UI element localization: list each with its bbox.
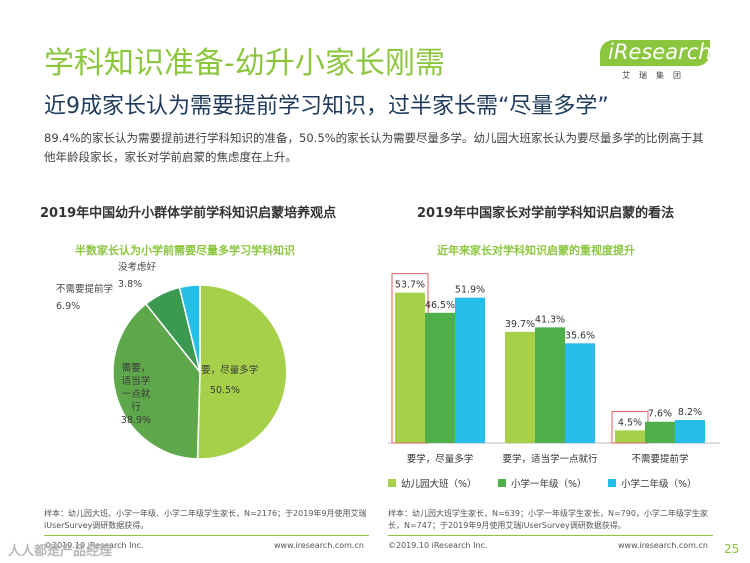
bar-value-label: 8.2% <box>678 407 702 418</box>
pie-slice-value: 38.9% <box>121 415 151 426</box>
page-number: 25 <box>724 542 740 556</box>
right-chart-title: 2019年中国家长对学前学科知识启蒙的看法 <box>417 206 675 221</box>
legend-swatch <box>608 479 616 487</box>
left-footer-copyright: ©2019.10 iResearch Inc. <box>44 541 144 550</box>
bar <box>615 430 645 443</box>
page-subtitle: 近9成家长认为需要提前学习知识，过半家长需“尽量多学” <box>44 94 609 119</box>
bar-value-label: 41.3% <box>535 314 565 325</box>
bar <box>565 343 595 443</box>
bar-value-label: 35.6% <box>565 330 595 341</box>
pie-slice-value: 50.5% <box>210 385 240 396</box>
pie-slice-label: 不需要提前学 <box>56 283 113 295</box>
category-label: 要学，适当学一点就行 <box>502 453 598 465</box>
pie-slice <box>178 284 201 373</box>
left-sample-note: 样本：幼儿园大班、小学一年级、小学二年级学生家长，N=2176；于2019年9月… <box>44 509 367 530</box>
watermark: 人人都是产品经理 <box>8 544 113 559</box>
right-chart-highlight: 近年来家长对学科知识启蒙的重视度提升 <box>437 244 635 257</box>
bar-value-label: 39.7% <box>505 319 535 330</box>
legend-label: 幼儿园大班（%） <box>401 478 477 490</box>
legend-label: 小学二年级（%） <box>621 478 697 490</box>
logo-badge <box>600 40 710 66</box>
bar <box>535 327 565 443</box>
page-title: 学科知识准备-幼升小家长刚需 <box>44 46 445 81</box>
legend-swatch <box>388 479 396 487</box>
legend-swatch <box>498 479 506 487</box>
pie-slice-value: 6.9% <box>56 301 80 312</box>
logo-subtitle: 艾瑞集团 <box>622 71 690 80</box>
right-footer-divider <box>388 535 713 536</box>
left-chart-highlight: 半数家长认为小学前需要尽量多学习学科知识 <box>75 244 295 257</box>
pie-slice-label: 需要，适当学一点就行 <box>122 363 151 413</box>
bar-value-label: 4.5% <box>618 417 642 428</box>
bar-value-label: 51.9% <box>455 285 485 296</box>
bar <box>675 420 705 443</box>
bar-chart: 53.7%46.5%51.9% 要学，尽量多学 39.7% 41.3%35.6% 要学，… <box>388 273 720 490</box>
right-footer-url[interactable]: www.iresearch.com.cn <box>618 541 708 550</box>
bar <box>395 292 425 443</box>
category-label: 要学，尽量多学 <box>407 453 474 465</box>
category-label: 不需要提前学 <box>631 453 688 465</box>
right-sample-note: 样本：幼儿园大班学生家长，N=639；小学一年级学生家长，N=790，小学二年级… <box>388 509 708 530</box>
pie-slice <box>196 284 288 460</box>
bar <box>505 331 535 443</box>
page-description: 89.4%的家长认为需要提前进行学科知识的准备，50.5%的家长认为需要尽量多学… <box>44 131 704 164</box>
bar <box>455 297 485 443</box>
left-footer-url[interactable]: www.iresearch.com.cn <box>274 541 364 550</box>
pie-chart: 需要，尽量多学 50.5% 需要，适当学一点就行 38.9% 不需要提前学 6.9% 没考虑… <box>56 261 288 460</box>
bar <box>645 421 675 443</box>
pie-slice-value: 3.8% <box>118 279 142 290</box>
pie-slice-label: 需要，尽量多学 <box>192 364 259 376</box>
bar-value-label: 46.5% <box>425 300 455 311</box>
bar <box>425 312 455 443</box>
logo: iResearch <box>608 40 712 64</box>
pie-slice <box>112 302 201 460</box>
left-footer-divider <box>44 535 369 536</box>
bar-value-label: 7.6% <box>648 409 672 420</box>
left-chart-title: 2019年中国幼升小群体学前学科知识启蒙培养观点 <box>40 206 337 221</box>
pie-slice-label: 没考虑好 <box>118 261 157 273</box>
bar-value-label: 53.7% <box>395 280 425 291</box>
right-footer-copyright: ©2019.10 iResearch Inc. <box>388 541 488 550</box>
legend-label: 小学一年级（%） <box>511 478 587 490</box>
